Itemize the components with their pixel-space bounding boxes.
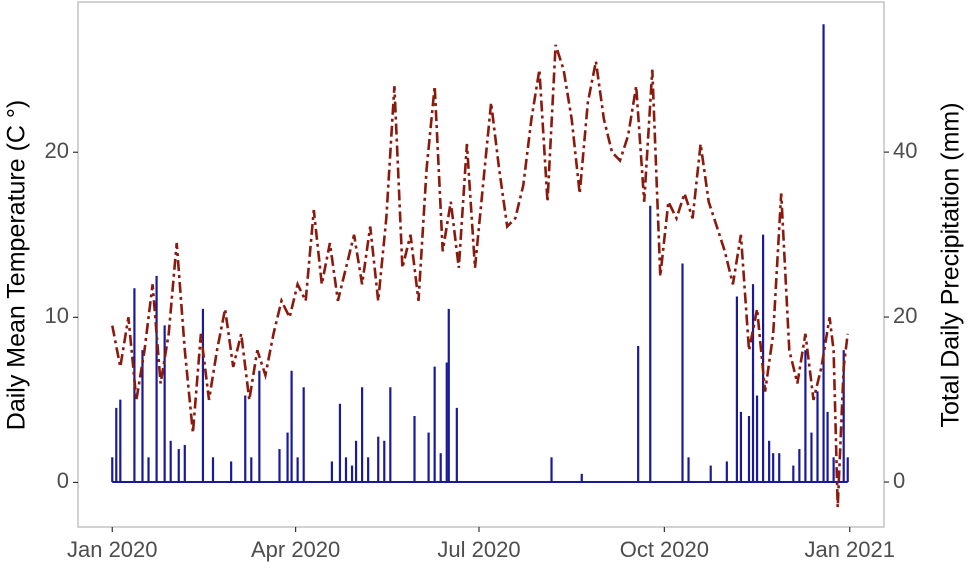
y2-axis-title: Total Daily Precipitation (mm) xyxy=(937,102,965,427)
plot-frame xyxy=(77,1,885,528)
x-tick-label: Apr 2020 xyxy=(251,537,340,562)
x-tick-label: Oct 2020 xyxy=(620,537,709,562)
x-tick-label: Jan 2020 xyxy=(67,537,158,562)
x-tick-label: Jan 2021 xyxy=(804,537,895,562)
y2-tick-label: 40 xyxy=(893,138,917,163)
y-tick-label: 10 xyxy=(45,303,69,328)
y-tick-label: 20 xyxy=(45,138,69,163)
y-axis-title: Daily Mean Temperature (C °) xyxy=(3,100,31,430)
y-tick-label: 0 xyxy=(57,468,69,493)
x-tick-label: Jul 2020 xyxy=(437,537,520,562)
y2-tick-label: 0 xyxy=(893,468,905,493)
y2-tick-label: 20 xyxy=(893,303,917,328)
temperature-line xyxy=(111,44,849,508)
